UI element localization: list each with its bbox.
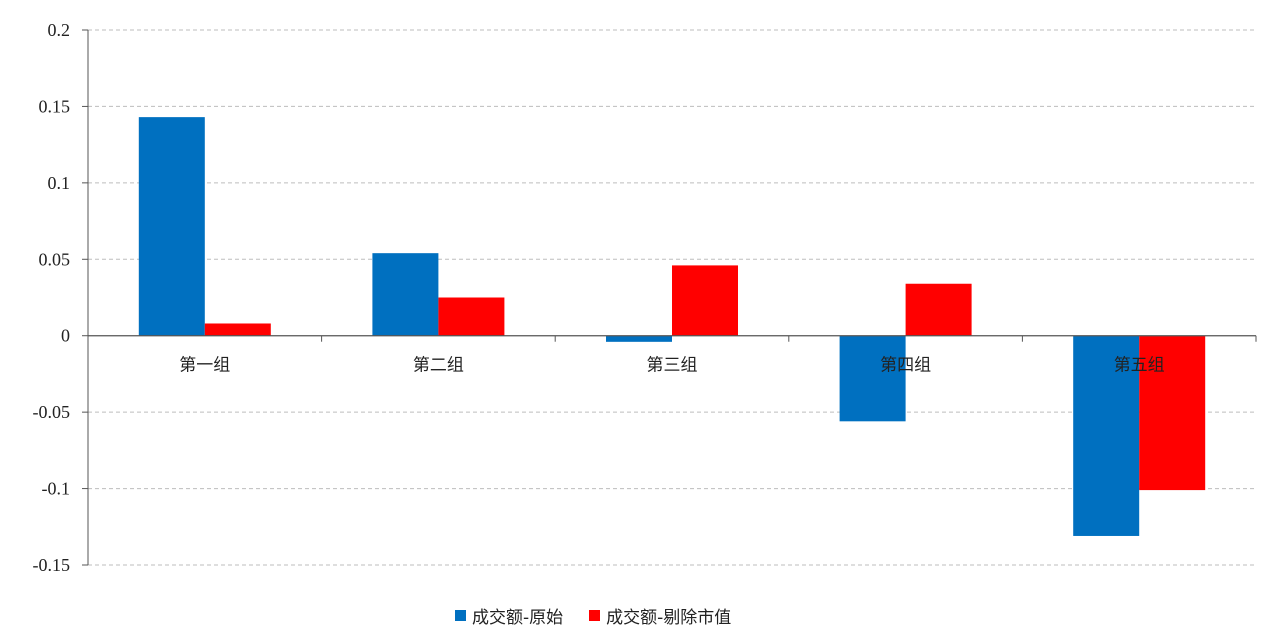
labels: 0.2 0.15 0.1 0.05 0 -0.05 -0.1 -0.15 第一组 第二组 第三组 第四… bbox=[33, 20, 1165, 575]
bars bbox=[138, 117, 1206, 536]
legend-label-adjusted: 成交额-剔除市值 bbox=[606, 608, 732, 628]
category-label: 第二组 bbox=[413, 356, 464, 376]
bar-original bbox=[1073, 335, 1140, 536]
category-label: 第四组 bbox=[880, 356, 931, 376]
bar-original bbox=[372, 253, 439, 336]
bar-chart: 0.2 0.15 0.1 0.05 0 -0.05 -0.1 -0.15 第一组 第二组 第三组 第四… bbox=[33, 20, 1257, 575]
bar-adjusted bbox=[204, 323, 271, 336]
bar-adjusted bbox=[1139, 335, 1206, 491]
y-tick-label: 0.15 bbox=[39, 96, 71, 116]
y-tick-label: 0.05 bbox=[39, 249, 71, 269]
legend-item-original: 成交额-原始 bbox=[455, 603, 563, 628]
y-tick-label: 0 bbox=[61, 326, 70, 346]
legend-item-adjusted: 成交额-剔除市值 bbox=[589, 603, 731, 628]
y-tick-label: -0.05 bbox=[33, 402, 71, 422]
bar-original bbox=[839, 335, 906, 422]
bar-original bbox=[138, 117, 205, 336]
legend-swatch-original bbox=[455, 610, 466, 621]
y-tick-label: 0.2 bbox=[48, 20, 71, 40]
legend-swatch-adjusted bbox=[589, 610, 601, 621]
gridlines bbox=[88, 29, 1256, 566]
y-tick-label: 0.1 bbox=[48, 173, 71, 193]
legend-label-original: 成交额-原始 bbox=[472, 608, 564, 628]
y-tick-label: -0.1 bbox=[42, 479, 71, 499]
y-tick-label: -0.15 bbox=[33, 555, 71, 575]
bar-original bbox=[606, 335, 672, 342]
category-label: 第三组 bbox=[647, 356, 698, 376]
legend: 成交额-原始 成交额-剔除市值 bbox=[455, 603, 757, 628]
category-label: 第一组 bbox=[179, 356, 230, 376]
axes bbox=[82, 29, 1257, 566]
bar-adjusted bbox=[672, 265, 738, 336]
bar-adjusted bbox=[438, 297, 505, 336]
category-label: 第五组 bbox=[1114, 356, 1165, 376]
bar-adjusted bbox=[905, 283, 972, 336]
